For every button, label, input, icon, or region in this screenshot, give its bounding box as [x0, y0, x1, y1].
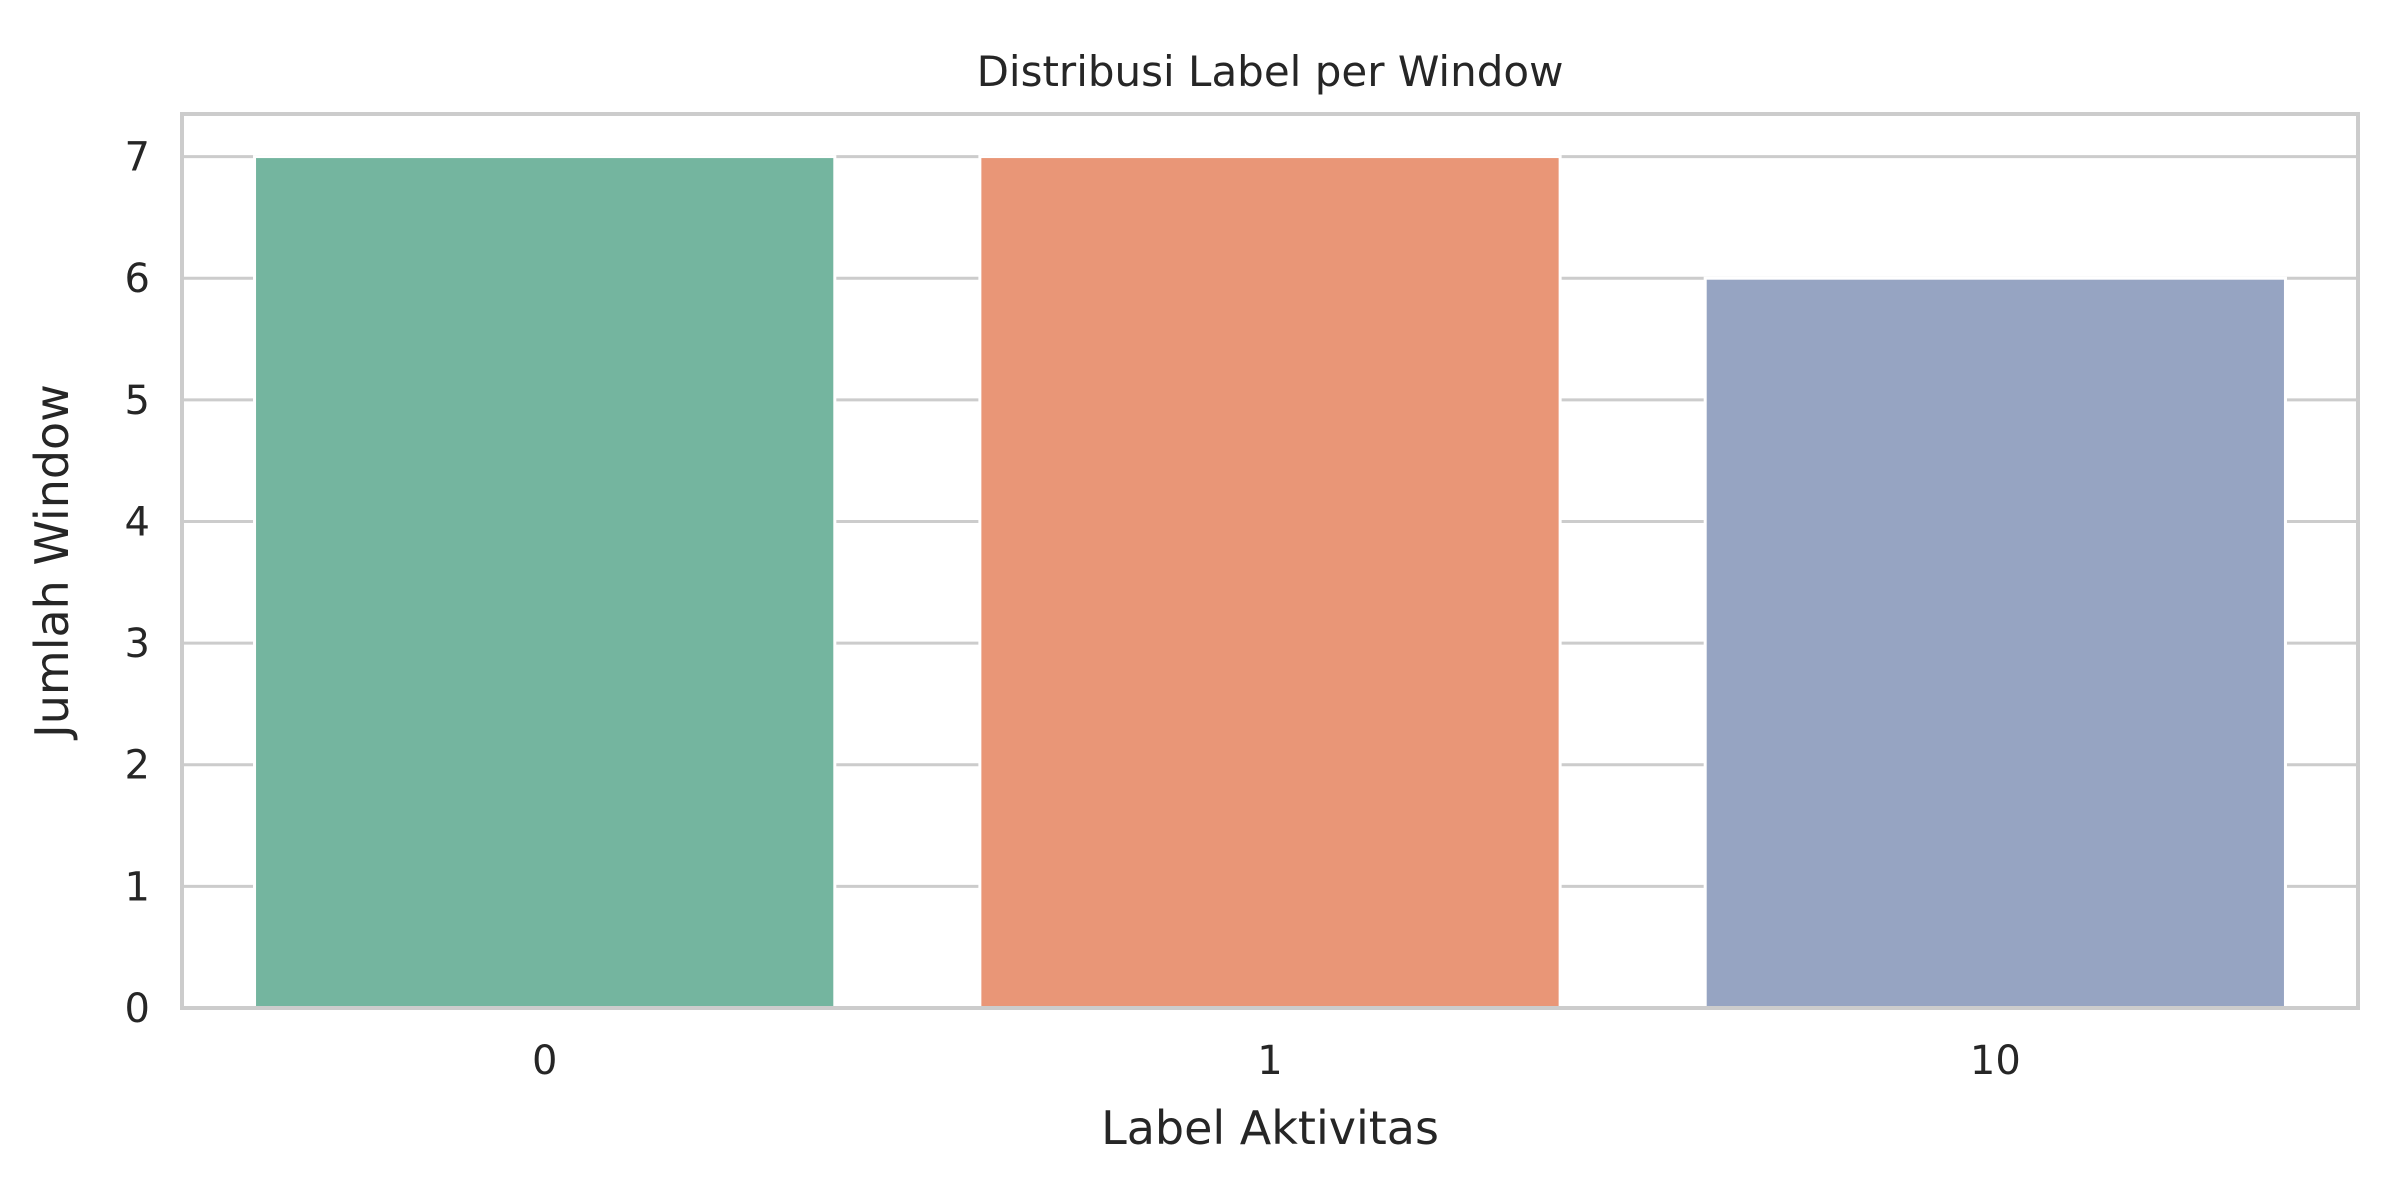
bar-1 — [978, 155, 1562, 1010]
chart-title: Distribusi Label per Window — [977, 47, 1564, 96]
y-tick-label-2: 2 — [125, 743, 150, 789]
y-tick-label-4: 4 — [125, 499, 150, 545]
y-tick-label-1: 1 — [125, 864, 150, 910]
y-tick-label-0: 0 — [125, 986, 150, 1032]
y-tick-label-5: 5 — [125, 378, 150, 424]
y-tick-label-3: 3 — [125, 621, 150, 667]
y-tick-labels: 0 1 2 3 4 5 6 7 — [125, 135, 150, 1032]
x-tick-label-0: 0 — [532, 1038, 557, 1084]
bar-10 — [1703, 276, 2287, 1010]
plot-frame — [180, 112, 2360, 1010]
y-tick-label-7: 7 — [125, 135, 150, 181]
x-tick-label-10: 10 — [1970, 1038, 2021, 1084]
x-tick-labels: 0 1 10 — [532, 1038, 2021, 1084]
y-tick-label-6: 6 — [125, 256, 150, 302]
bars — [253, 155, 2287, 1010]
x-axis-label: Label Aktivitas — [1101, 1101, 1439, 1155]
x-tick-label-1: 1 — [1257, 1038, 1282, 1084]
bar-0 — [253, 155, 837, 1010]
y-axis-label: Jumlah Window — [25, 384, 79, 741]
